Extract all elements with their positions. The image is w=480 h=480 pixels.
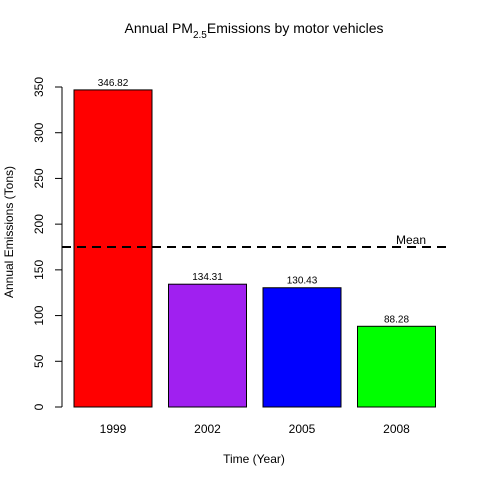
y-tick-label: 350	[32, 77, 46, 97]
x-tick-labels: 1999 2002 2005 2008	[100, 422, 411, 436]
bar-value-label: 346.82	[98, 78, 129, 89]
y-tick-label: 0	[32, 403, 46, 410]
chart-title-subscript: 2.5	[193, 30, 207, 41]
bar-2002	[168, 283, 247, 408]
mean-label: Mean	[396, 233, 426, 247]
y-tick-label: 200	[32, 214, 46, 234]
x-tick-label: 1999	[100, 422, 127, 436]
y-tick-label: 250	[32, 168, 46, 188]
bar-value-label: 130.43	[287, 276, 318, 287]
bar-value-label: 134.31	[192, 272, 223, 283]
y-tick-label: 150	[32, 260, 46, 280]
bar-value-labels: 346.82 134.31 130.43 88.28	[98, 78, 410, 325]
bar-value-label: 88.28	[384, 314, 409, 325]
y-tick-label: 300	[32, 122, 46, 142]
chart-title: Annual PM2.5Emissions by motor vehicles	[124, 20, 383, 41]
y-tick-label: 50	[32, 354, 46, 368]
chart-title-main: Annual PM	[124, 20, 192, 36]
bars	[73, 89, 436, 408]
y-axis: 0 50 100 150 200 250 300 350	[32, 77, 63, 410]
y-axis-label: Annual Emissions (Tons)	[2, 166, 16, 298]
x-tick-label: 2008	[383, 422, 410, 436]
bar-2005	[262, 287, 342, 408]
chart-title-rest: Emissions by motor vehicles	[207, 20, 384, 36]
x-tick-label: 2005	[289, 422, 316, 436]
x-tick-label: 2002	[194, 422, 221, 436]
y-tick-label: 100	[32, 305, 46, 325]
bar-1999	[73, 89, 153, 408]
x-axis-label: Time (Year)	[223, 452, 285, 466]
bar-2008	[357, 325, 436, 408]
